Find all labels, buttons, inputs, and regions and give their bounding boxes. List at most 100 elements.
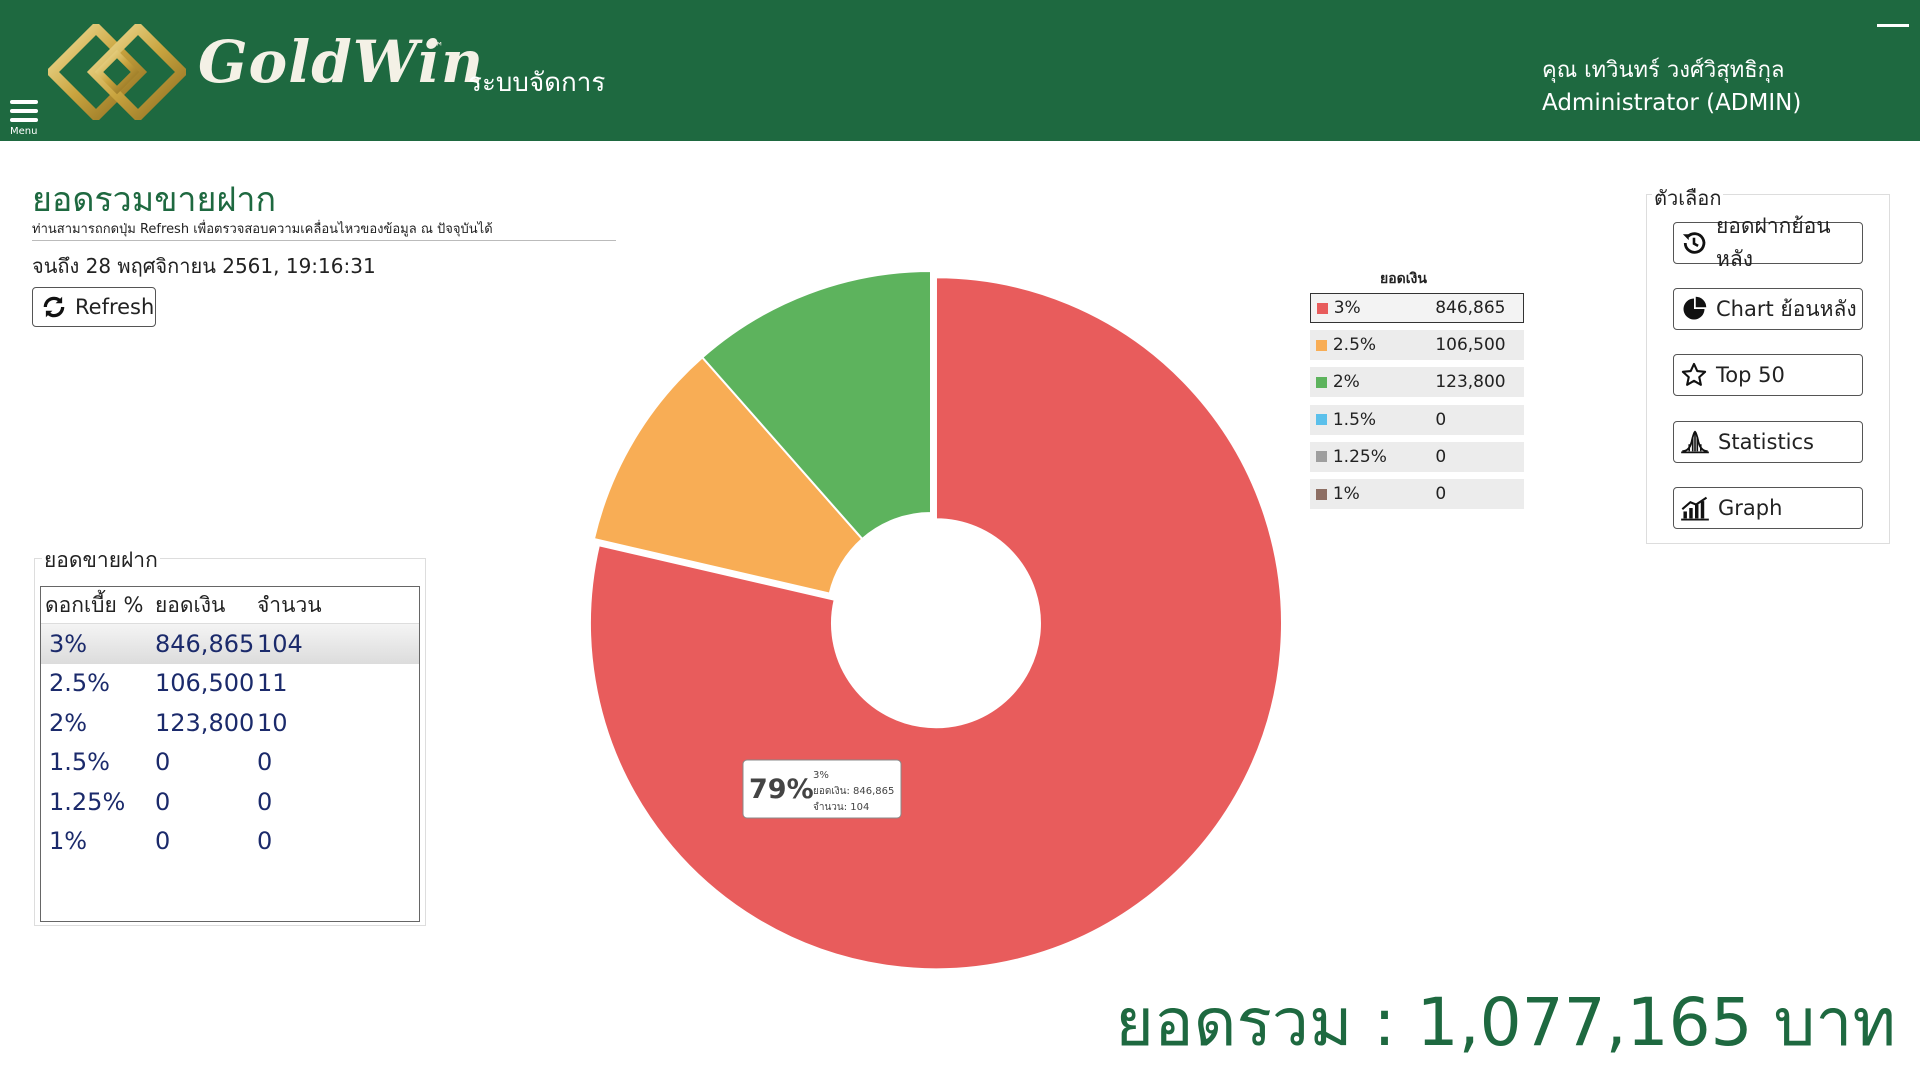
top50-button[interactable]: Top 50 [1673, 354, 1863, 396]
cell-amount: 0 [155, 787, 171, 816]
legend-label: 3% [1333, 298, 1361, 318]
statistics-label: Statistics [1718, 430, 1814, 454]
legend-swatch [1316, 488, 1327, 500]
table-row[interactable]: 2% 123,800 10 [41, 703, 419, 743]
bar-graph-icon [1681, 496, 1709, 521]
history-chart-button[interactable]: Chart ย้อนหลัง [1673, 288, 1863, 330]
goldwin-logo-icon [48, 24, 186, 120]
cell-amount: 106,500 [155, 669, 255, 698]
legend-label: 1% [1332, 484, 1360, 504]
as-of-timestamp: จนถึง 28 พฤศจิกายน 2561, 19:16:31 [32, 254, 376, 278]
cell-rate: 1% [49, 827, 88, 856]
system-name: ระบบจัดการ [468, 68, 606, 98]
cell-count: 11 [257, 669, 288, 698]
legend-value: 0 [1435, 409, 1447, 430]
legend-value: 0 [1435, 484, 1447, 504]
table-row[interactable]: 1% 0 0 [41, 822, 419, 862]
legend-item-1%[interactable]: 1% 0 [1310, 479, 1524, 509]
divider [32, 240, 616, 241]
hamburger-icon-bar [10, 109, 38, 113]
star-icon [1681, 362, 1707, 386]
table-row[interactable]: 3% 846,865 104 [41, 624, 419, 664]
sales-table[interactable]: ดอกเบี้ย % ยอดเงิน จำนวน 3% 846,865 104 … [40, 586, 420, 922]
column-header-rate[interactable]: ดอกเบี้ย % [45, 592, 144, 617]
legend-item-2.5%[interactable]: 2.5% 106,500 [1310, 330, 1524, 361]
legend-item-1.25%[interactable]: 1.25% 0 [1310, 441, 1524, 472]
column-header-count[interactable]: จำนวน [257, 592, 322, 617]
cell-amount: 846,865 [155, 629, 255, 658]
cell-rate: 2.5% [49, 669, 110, 698]
user-name: คุณ เทวินทร์ วงศ์วิสุทธิกุล [1542, 58, 1785, 83]
graph-label: Graph [1718, 496, 1783, 520]
table-row[interactable]: 1.25% 0 0 [41, 782, 419, 822]
statistics-button[interactable]: Statistics [1673, 421, 1863, 463]
cell-count: 10 [257, 708, 288, 737]
column-header-amount[interactable]: ยอดเงิน [155, 592, 226, 617]
cell-count: 0 [257, 748, 273, 777]
trademark-mark: ™ [432, 40, 444, 54]
table-row[interactable]: 1.5% 0 0 [41, 743, 419, 783]
cell-rate: 2% [49, 708, 88, 737]
legend-value: 846,865 [1435, 298, 1506, 318]
tooltip-box [742, 759, 902, 819]
sales-group-title: ยอดขายฝาก [42, 544, 160, 577]
tooltip-percent: 79% [749, 774, 814, 805]
donut-chart[interactable]: 79% 3% ยอดเงิน: 846,865 จำนวน: 104 [560, 255, 1320, 995]
cell-rate: 3% [49, 629, 88, 658]
user-role: Administrator (ADMIN) [1542, 90, 1802, 116]
history-deposit-label: ยอดฝากย้อนหลัง [1716, 214, 1831, 271]
cell-amount: 0 [155, 827, 171, 856]
legend-label: 1.5% [1332, 409, 1377, 430]
sales-group-box [34, 558, 426, 926]
cell-count: 104 [257, 629, 303, 658]
table-header: ดอกเบี้ย % ยอดเงิน จำนวน [41, 587, 419, 624]
history-deposit-button[interactable]: ยอดฝากย้อนหลัง [1673, 214, 1863, 271]
page-subtitle: ท่านสามารถกดปุ่ม Refresh เพื่อตรวจสอบควา… [32, 222, 493, 237]
hamburger-icon [10, 100, 38, 104]
legend-value: 106,500 [1435, 335, 1506, 356]
options-group-title: ตัวเลือก [1652, 182, 1724, 214]
refresh-label: Refresh [75, 295, 155, 319]
legend-swatch [1316, 414, 1327, 426]
legend-item-3%[interactable]: 3% 846,865 [1310, 293, 1524, 323]
history-icon [1682, 232, 1706, 254]
table-row[interactable]: 2.5% 106,500 11 [41, 664, 419, 704]
legend-swatch [1317, 302, 1328, 314]
cell-amount: 123,800 [155, 708, 255, 737]
statistics-icon [1681, 430, 1709, 454]
tooltip-count: จำนวน: 104 [813, 802, 869, 813]
app-header: GoldWin ™ ระบบจัดการ Menu คุณ เทวินทร์ ว… [0, 0, 1920, 141]
refresh-icon [43, 296, 65, 318]
pie-chart-icon [1683, 296, 1707, 320]
cell-count: 0 [257, 787, 273, 816]
legend-item-1.5%[interactable]: 1.5% 0 [1310, 404, 1524, 435]
menu-label: Menu [10, 126, 38, 137]
grand-total: ยอดรวม : 1,077,165 บาท [1115, 984, 1896, 1061]
minimize-icon[interactable] [1877, 24, 1909, 27]
history-chart-label: Chart ย้อนหลัง [1716, 296, 1857, 321]
legend-value: 123,800 [1435, 372, 1506, 393]
legend-title: ยอดเงิน [1380, 271, 1427, 287]
top50-label: Top 50 [1716, 363, 1785, 387]
legend-value: 0 [1435, 446, 1447, 467]
graph-button[interactable]: Graph [1673, 487, 1863, 529]
hamburger-icon-bar [10, 118, 38, 122]
legend-swatch [1316, 339, 1327, 351]
legend-swatch [1316, 451, 1327, 463]
page-title: ยอดรวมขายฝาก [32, 180, 277, 220]
legend-swatch [1316, 376, 1327, 388]
refresh-button[interactable]: Refresh [32, 287, 156, 327]
legend-label: 2.5% [1332, 335, 1377, 356]
tooltip-amount: ยอดเงิน: 846,865 [813, 786, 894, 797]
cell-rate: 1.5% [49, 748, 110, 777]
tooltip-name: 3% [813, 770, 829, 781]
pie-slice-2%[interactable] [700, 269, 932, 541]
pie-slice-2.5%[interactable] [592, 355, 864, 595]
chart-tooltip: 79% 3% ยอดเงิน: 846,865 จำนวน: 104 [742, 759, 902, 819]
legend-item-2%[interactable]: 2% 123,800 [1310, 367, 1524, 398]
legend-label: 1.25% [1332, 446, 1387, 467]
brand-name: GoldWin [198, 28, 485, 96]
menu-button[interactable]: Menu [8, 100, 40, 140]
cell-amount: 0 [155, 748, 171, 777]
cell-count: 0 [257, 827, 273, 856]
